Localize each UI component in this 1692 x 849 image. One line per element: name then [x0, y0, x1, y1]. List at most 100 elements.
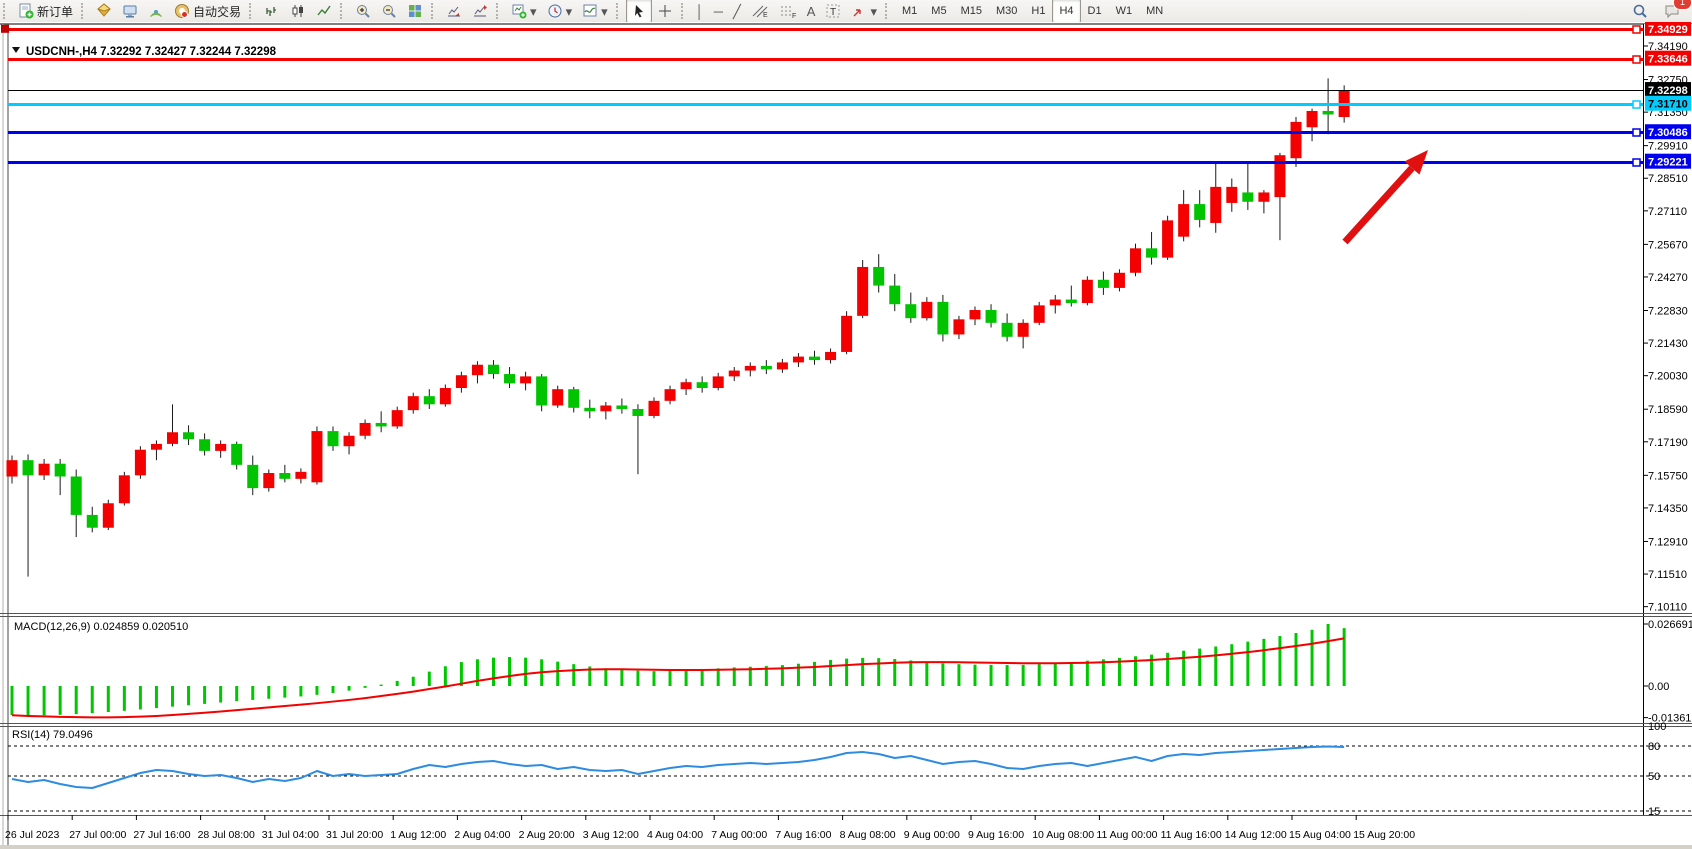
- candle-up: [1210, 186, 1222, 223]
- periods-button[interactable]: ▾: [542, 0, 578, 23]
- timeframe-m15[interactable]: M15: [960, 5, 982, 17]
- time-label: 27 Jul 00:00: [69, 829, 126, 841]
- timeframe-m30[interactable]: M30: [995, 5, 1018, 17]
- candle-down: [54, 463, 66, 477]
- vertical-line-button[interactable]: │: [691, 0, 709, 23]
- text-button[interactable]: A: [802, 0, 821, 23]
- zoom-out-button[interactable]: [376, 0, 402, 23]
- line-handle-resistance-2[interactable]: [1632, 55, 1641, 64]
- fibonacci-icon: F: [780, 6, 796, 19]
- candle-up: [6, 460, 18, 477]
- candle-up: [825, 351, 837, 361]
- fibonacci-button[interactable]: F: [774, 0, 802, 23]
- price-tick-label: 7.15750: [1648, 470, 1688, 482]
- svg-text:F: F: [792, 13, 796, 19]
- time-label: 11 Aug 00:00: [1096, 829, 1157, 841]
- toolbar-grip: [496, 3, 503, 19]
- time-label: 15 Aug 04:00: [1289, 829, 1351, 841]
- candles-layer: [6, 78, 1350, 577]
- market-button[interactable]: [117, 0, 143, 23]
- candle-down: [22, 460, 34, 476]
- price-badge-resistance-1: [1645, 22, 1691, 36]
- timeframe-w1[interactable]: W1: [1115, 5, 1133, 17]
- trendline-button[interactable]: ╱: [728, 0, 746, 23]
- rsi-line: [11, 745, 1345, 789]
- toolbar-grip: [615, 3, 623, 19]
- price-tick-label: 7.17190: [1648, 437, 1688, 449]
- dropdown-caret: ▾: [870, 3, 877, 19]
- candle-down: [809, 356, 820, 361]
- tile-windows-button[interactable]: [402, 0, 428, 23]
- candle-down: [1001, 322, 1013, 337]
- toolbar-grip: [249, 3, 256, 19]
- new-chart-button[interactable]: ▾: [506, 0, 542, 23]
- auto-trading-button[interactable]: 自动交易: [169, 0, 246, 23]
- horizontal-line-button[interactable]: ─: [709, 0, 728, 23]
- candle-up: [728, 370, 740, 377]
- time-label: 8 Aug 08:00: [840, 829, 896, 841]
- candle-up: [263, 473, 275, 489]
- candle-up: [1033, 305, 1045, 323]
- candle-up: [712, 376, 724, 389]
- price-tick-label: 7.20030: [1648, 371, 1688, 383]
- time-label: 11 Aug 16:00: [1161, 829, 1222, 841]
- line-handle-level-cyan[interactable]: [1632, 100, 1641, 109]
- crosshair-icon: [658, 5, 671, 17]
- chart-canvas[interactable]: 7.341907.327507.313507.299107.285107.271…: [0, 22, 1692, 849]
- toolbar-grip: [431, 3, 438, 19]
- macd-signal-line: [11, 637, 1345, 719]
- cursor-button[interactable]: [625, 0, 652, 23]
- line-handle-support-2[interactable]: [1632, 158, 1641, 167]
- timeframe-mn[interactable]: MN: [1146, 5, 1164, 17]
- candle-up: [664, 389, 676, 401]
- chart-shift-button[interactable]: [467, 0, 493, 23]
- signals-button[interactable]: [143, 0, 169, 23]
- price-badge-current-bid: [1645, 82, 1691, 98]
- line-chart-button[interactable]: [311, 0, 337, 23]
- price-badge-label: 7.34929: [1648, 24, 1688, 36]
- timeframe-h4[interactable]: H4: [1052, 0, 1081, 23]
- text-label-button[interactable]: T: [820, 0, 846, 23]
- chart-title: USDCNH-,H4 7.32292 7.32427 7.32244 7.322…: [26, 46, 277, 58]
- timeframe-m1[interactable]: M1: [902, 5, 918, 17]
- scripts-button[interactable]: [91, 0, 117, 23]
- toolbar-grip: [3, 3, 10, 19]
- price-tick-label: 7.24270: [1648, 272, 1688, 284]
- candle-down: [199, 439, 211, 451]
- bar-chart-button[interactable]: [259, 0, 285, 23]
- rsi-scale-label: 50: [1648, 771, 1660, 783]
- horizontal-line-icon: ─: [713, 3, 723, 19]
- annotation-arrow[interactable]: [1342, 150, 1428, 245]
- bar-chart-icon: [266, 7, 277, 16]
- auto-scroll-button[interactable]: [441, 0, 467, 23]
- price-tick-label: 7.25670: [1648, 239, 1688, 251]
- price-tick-label: 7.11510: [1648, 569, 1687, 581]
- indicators-button[interactable]: ▾: [577, 0, 613, 23]
- crosshair-button[interactable]: [652, 0, 678, 23]
- line-handle-left[interactable]: [1, 24, 9, 33]
- notifications-button[interactable]: 1: [1659, 0, 1692, 23]
- line-handle-support-1[interactable]: [1632, 128, 1641, 137]
- time-label: 27 Jul 16:00: [133, 829, 190, 841]
- zoom-in-button[interactable]: [350, 0, 376, 23]
- candlestick-chart-button[interactable]: [285, 0, 311, 23]
- timeframe-m5[interactable]: M5: [931, 5, 947, 17]
- macd-panel: 0.026691 0.00 -0.013612 MACD(12,26,9) 0.024…: [10, 619, 1692, 725]
- search-button[interactable]: [1627, 0, 1653, 23]
- time-label: 31 Jul 04:00: [262, 829, 319, 841]
- arrows-button[interactable]: ▾: [846, 0, 882, 23]
- line-handle-resistance-1[interactable]: [1632, 25, 1641, 34]
- new-order-button[interactable]: 新订单: [13, 0, 78, 23]
- time-axis[interactable]: 26 Jul 2023 27 Jul 00:00 27 Jul 16:00 28 Ju…: [5, 815, 1415, 841]
- timeframe-h1[interactable]: H1: [1031, 5, 1046, 17]
- svg-text:E: E: [763, 12, 768, 19]
- timeframe-d1[interactable]: D1: [1087, 5, 1102, 17]
- candle-up: [391, 410, 403, 427]
- channel-button[interactable]: E: [746, 0, 774, 23]
- candle-up: [1017, 322, 1029, 337]
- time-label: 9 Aug 16:00: [968, 829, 1024, 841]
- notification-badge: 1: [1673, 0, 1692, 10]
- candle-down: [937, 301, 949, 335]
- arrow-objects-icon: [853, 9, 862, 17]
